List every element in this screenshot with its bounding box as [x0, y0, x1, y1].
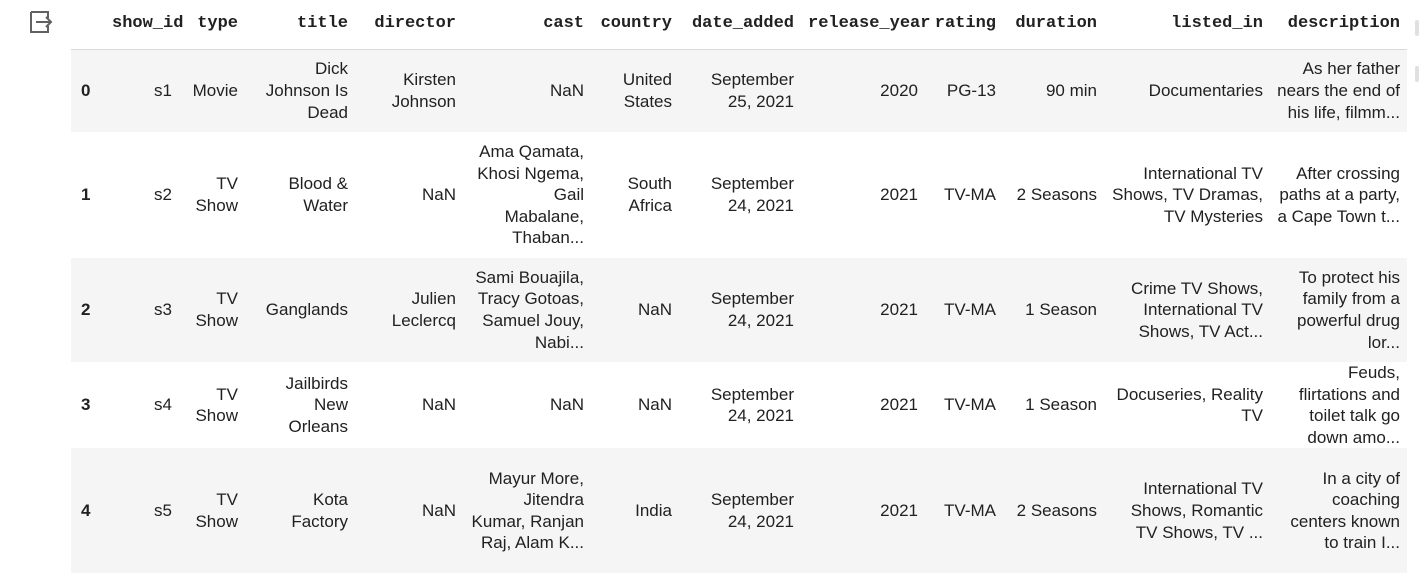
- cell-description: As her father nears the end of his life,…: [1277, 59, 1400, 122]
- cell-title: Blood & Water: [288, 174, 348, 215]
- cell-listed-in: Documentaries: [1148, 80, 1263, 100]
- cell-release-year: 2021: [880, 395, 918, 415]
- cell-release-year: 2021: [880, 185, 918, 205]
- cell-rating: TV-MA: [944, 501, 996, 521]
- cell-country: South Africa: [627, 174, 672, 215]
- table-row: 4 s5 TV Show Kota Factory NaN Mayur More…: [71, 448, 1407, 574]
- cell-rating: PG-13: [946, 80, 996, 100]
- cell-director: NaN: [421, 395, 456, 415]
- cell-listed-in: Crime TV Shows, International TV Shows, …: [1131, 278, 1263, 341]
- header-title: title: [245, 0, 355, 50]
- cell-listed-in: International TV Shows, Romantic TV Show…: [1130, 479, 1263, 542]
- scrollbar-thumb-top[interactable]: [1415, 20, 1419, 36]
- cell-date-added: September 24, 2021: [710, 490, 794, 531]
- cell-country: India: [635, 501, 672, 521]
- cell-release-year: 2020: [880, 80, 918, 100]
- header-rating: rating: [925, 0, 1003, 50]
- table-row: 1 s2 TV Show Blood & Water NaN Ama Qamat…: [71, 132, 1407, 258]
- cell-show-id: s2: [154, 185, 172, 205]
- cell-date-added: September 24, 2021: [710, 289, 794, 330]
- header-cast: cast: [463, 0, 591, 50]
- cell-title: Kota Factory: [291, 490, 348, 531]
- table-row: 0 s1 Movie Dick Johnson Is Dead Kirsten …: [71, 49, 1407, 132]
- table-row: 2 s3 TV Show Ganglands Julien Leclercq S…: [71, 258, 1407, 362]
- cell-description: In a city of coaching centers known to t…: [1290, 468, 1400, 553]
- header-date-added: date_added: [679, 0, 801, 50]
- header-duration: duration: [1003, 0, 1104, 50]
- cell-title: Dick Johnson Is Dead: [265, 59, 348, 122]
- header-row: show_id type title director cast country…: [71, 0, 1407, 50]
- cell-duration: 2 Seasons: [1016, 501, 1097, 521]
- cell-rating: TV-MA: [944, 300, 996, 320]
- cell-country: United States: [622, 70, 672, 111]
- header-show-id: show_id: [105, 0, 183, 50]
- cell-duration: 1 Season: [1025, 395, 1097, 415]
- cell-description: To protect his family from a powerful dr…: [1296, 267, 1400, 352]
- cell-type: TV Show: [195, 490, 238, 531]
- output-scrollbar[interactable]: [1411, 0, 1422, 577]
- header-director: director: [355, 0, 463, 50]
- cell-title: Ganglands: [265, 300, 348, 320]
- cell-director: Kirsten Johnson: [391, 70, 456, 111]
- cell-date-added: September 24, 2021: [710, 174, 794, 215]
- header-type: type: [179, 0, 245, 50]
- cell-director: Julien Leclercq: [391, 289, 456, 330]
- cell-cast: Mayur More, Jitendra Kumar, Ranjan Raj, …: [471, 468, 584, 553]
- cell-type: TV Show: [195, 174, 238, 215]
- cell-show-id: s1: [154, 80, 172, 100]
- row-index: 3: [81, 395, 91, 415]
- cell-rating: TV-MA: [944, 395, 996, 415]
- cell-cast: NaN: [549, 395, 584, 415]
- scrollbar-thumb-lower[interactable]: [1415, 66, 1419, 82]
- cell-duration: 90 min: [1045, 80, 1097, 100]
- cell-title: Jailbirds New Orleans: [285, 373, 348, 436]
- cell-type: Movie: [192, 80, 238, 100]
- header-index: [71, 0, 105, 50]
- output-exit-icon[interactable]: [27, 9, 53, 35]
- cell-listed-in: Docuseries, Reality TV: [1116, 384, 1263, 426]
- header-release-year: release_year: [801, 0, 930, 50]
- dataframe-table: show_id type title director cast country…: [71, 0, 1407, 574]
- cell-date-added: September 24, 2021: [710, 384, 794, 426]
- header-country: country: [591, 0, 679, 50]
- cell-type: TV Show: [195, 289, 238, 330]
- row-index: 1: [81, 185, 91, 205]
- cell-director: NaN: [421, 501, 456, 521]
- cell-rating: TV-MA: [944, 185, 996, 205]
- cell-date-added: September 25, 2021: [710, 70, 794, 111]
- cell-duration: 2 Seasons: [1016, 185, 1097, 205]
- cell-cast: Sami Bouajila, Tracy Gotoas, Samuel Jouy…: [475, 267, 584, 352]
- cell-show-id: s5: [154, 501, 172, 521]
- row-index: 4: [81, 501, 91, 521]
- cell-duration: 1 Season: [1025, 300, 1097, 320]
- cell-show-id: s3: [154, 300, 172, 320]
- row-index: 2: [81, 300, 91, 320]
- cell-description: After crossing paths at a party, a Cape …: [1277, 163, 1400, 226]
- row-index: 0: [81, 80, 91, 100]
- cell-description: Feuds, flirtations and toilet talk go do…: [1298, 363, 1400, 447]
- cell-cast: NaN: [549, 80, 584, 100]
- header-listed-in: listed_in: [1104, 0, 1270, 50]
- cell-listed-in: International TV Shows, TV Dramas, TV My…: [1112, 163, 1263, 226]
- cell-director: NaN: [421, 185, 456, 205]
- cell-release-year: 2021: [880, 501, 918, 521]
- cell-cast: Ama Qamata, Khosi Ngema, Gail Mabalane, …: [477, 142, 584, 248]
- table-row: 3 s4 TV Show Jailbirds New Orleans NaN N…: [71, 362, 1407, 449]
- cell-type: TV Show: [195, 384, 238, 426]
- cell-release-year: 2021: [880, 300, 918, 320]
- cell-country: NaN: [637, 395, 672, 415]
- cell-show-id: s4: [154, 395, 172, 415]
- cell-country: NaN: [637, 300, 672, 320]
- header-description: description: [1270, 0, 1407, 50]
- dataframe-output: show_id type title director cast country…: [71, 0, 1407, 574]
